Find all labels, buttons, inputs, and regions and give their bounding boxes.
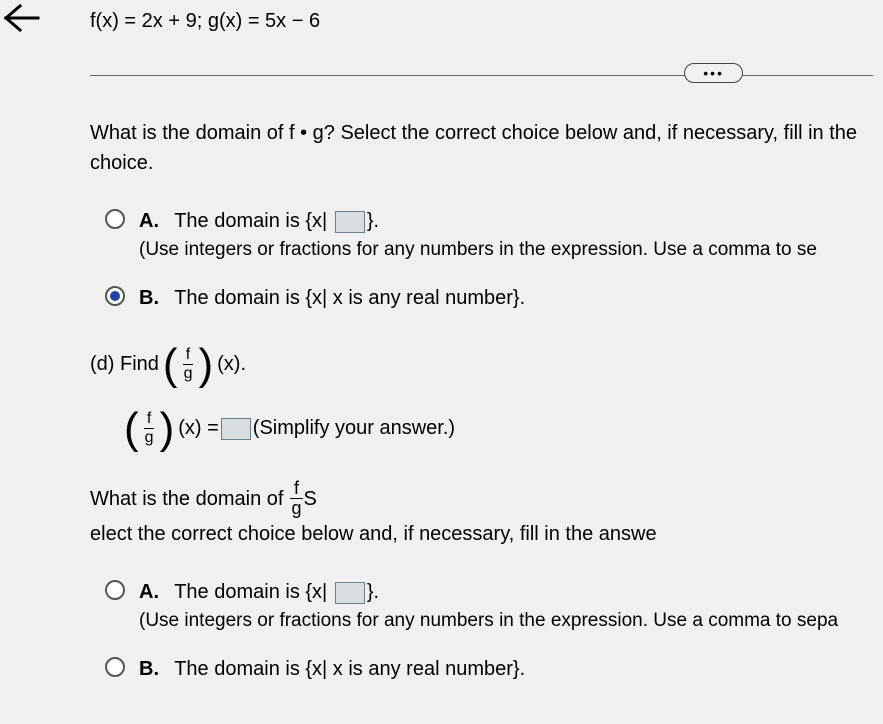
choice-letter: B.: [139, 658, 159, 680]
paren-close-icon: ): [160, 407, 175, 451]
choice-fg-b[interactable]: B. The domain is {x| x is any real numbe…: [105, 283, 883, 313]
choice-fog-a[interactable]: A. The domain is {x| }. (Use integers or…: [105, 577, 883, 636]
part-d-prompt: (d) Find ( f g ) (x).: [90, 343, 883, 387]
answer-blank[interactable]: [221, 418, 251, 440]
fraction-f-over-g: f g: [142, 410, 157, 446]
frac-numerator: f: [183, 346, 193, 365]
set-open: {x|: [305, 210, 332, 232]
more-options-pill[interactable]: •••: [684, 63, 743, 83]
radio-fog-b[interactable]: [105, 657, 125, 677]
choice-fog-b[interactable]: B. The domain is {x| x is any real numbe…: [105, 654, 883, 684]
choice-text-pre: The domain is: [174, 210, 305, 232]
part-d-tail: (x).: [217, 353, 246, 376]
choice-fg-a[interactable]: A. The domain is {x| }. (Use integers or…: [105, 206, 883, 265]
function-definitions: f(x) = 2x + 9; g(x) = 5x − 6: [90, 10, 883, 33]
set-open: {x|: [305, 581, 332, 603]
eq-tail: (Simplify your answer.): [253, 417, 455, 440]
q2-overlay: S: [303, 484, 316, 514]
radio-fg-b[interactable]: [105, 286, 125, 306]
frac-denominator: g: [142, 429, 157, 447]
part-d-label: (d) Find: [90, 353, 159, 376]
frac-numerator: f: [144, 410, 154, 429]
answer-blank[interactable]: [335, 211, 365, 233]
q2-pre: What is the domain of: [90, 484, 283, 514]
set-close: }.: [367, 581, 379, 603]
equation-line: ( f g ) (x) = (Simplify your answer.): [120, 407, 883, 451]
divider-line: [90, 75, 873, 76]
fraction-f-over-g: f g: [181, 346, 196, 382]
choice-text: The domain is {x| x is any real number}.: [174, 658, 525, 680]
question-fg-domain: What is the domain of f • g? Select the …: [90, 118, 883, 178]
choice-letter: B.: [139, 287, 159, 309]
choice-text-pre: The domain is: [174, 581, 305, 603]
frac-numerator: f: [290, 479, 303, 500]
question-fog-domain: What is the domain of f g Select the cor…: [90, 479, 883, 550]
q2-post: elect the correct choice below and, if n…: [90, 519, 657, 549]
answer-blank[interactable]: [335, 582, 365, 604]
frac-denominator: g: [181, 365, 196, 383]
back-arrow-icon[interactable]: [0, 0, 40, 40]
eq-mid: (x) =: [178, 417, 219, 440]
paren-open-icon: (: [163, 343, 178, 387]
paren-open-icon: (: [124, 407, 139, 451]
radio-fog-a[interactable]: [105, 580, 125, 600]
choice-text: The domain is {x| x is any real number}.: [174, 287, 525, 309]
choice-hint: (Use integers or fractions for any numbe…: [139, 607, 838, 636]
radio-fg-a[interactable]: [105, 209, 125, 229]
set-close: }.: [367, 210, 379, 232]
choice-hint: (Use integers or fractions for any numbe…: [139, 236, 817, 265]
choice-letter: A.: [139, 581, 159, 603]
choice-letter: A.: [139, 210, 159, 232]
paren-close-icon: ): [198, 343, 213, 387]
